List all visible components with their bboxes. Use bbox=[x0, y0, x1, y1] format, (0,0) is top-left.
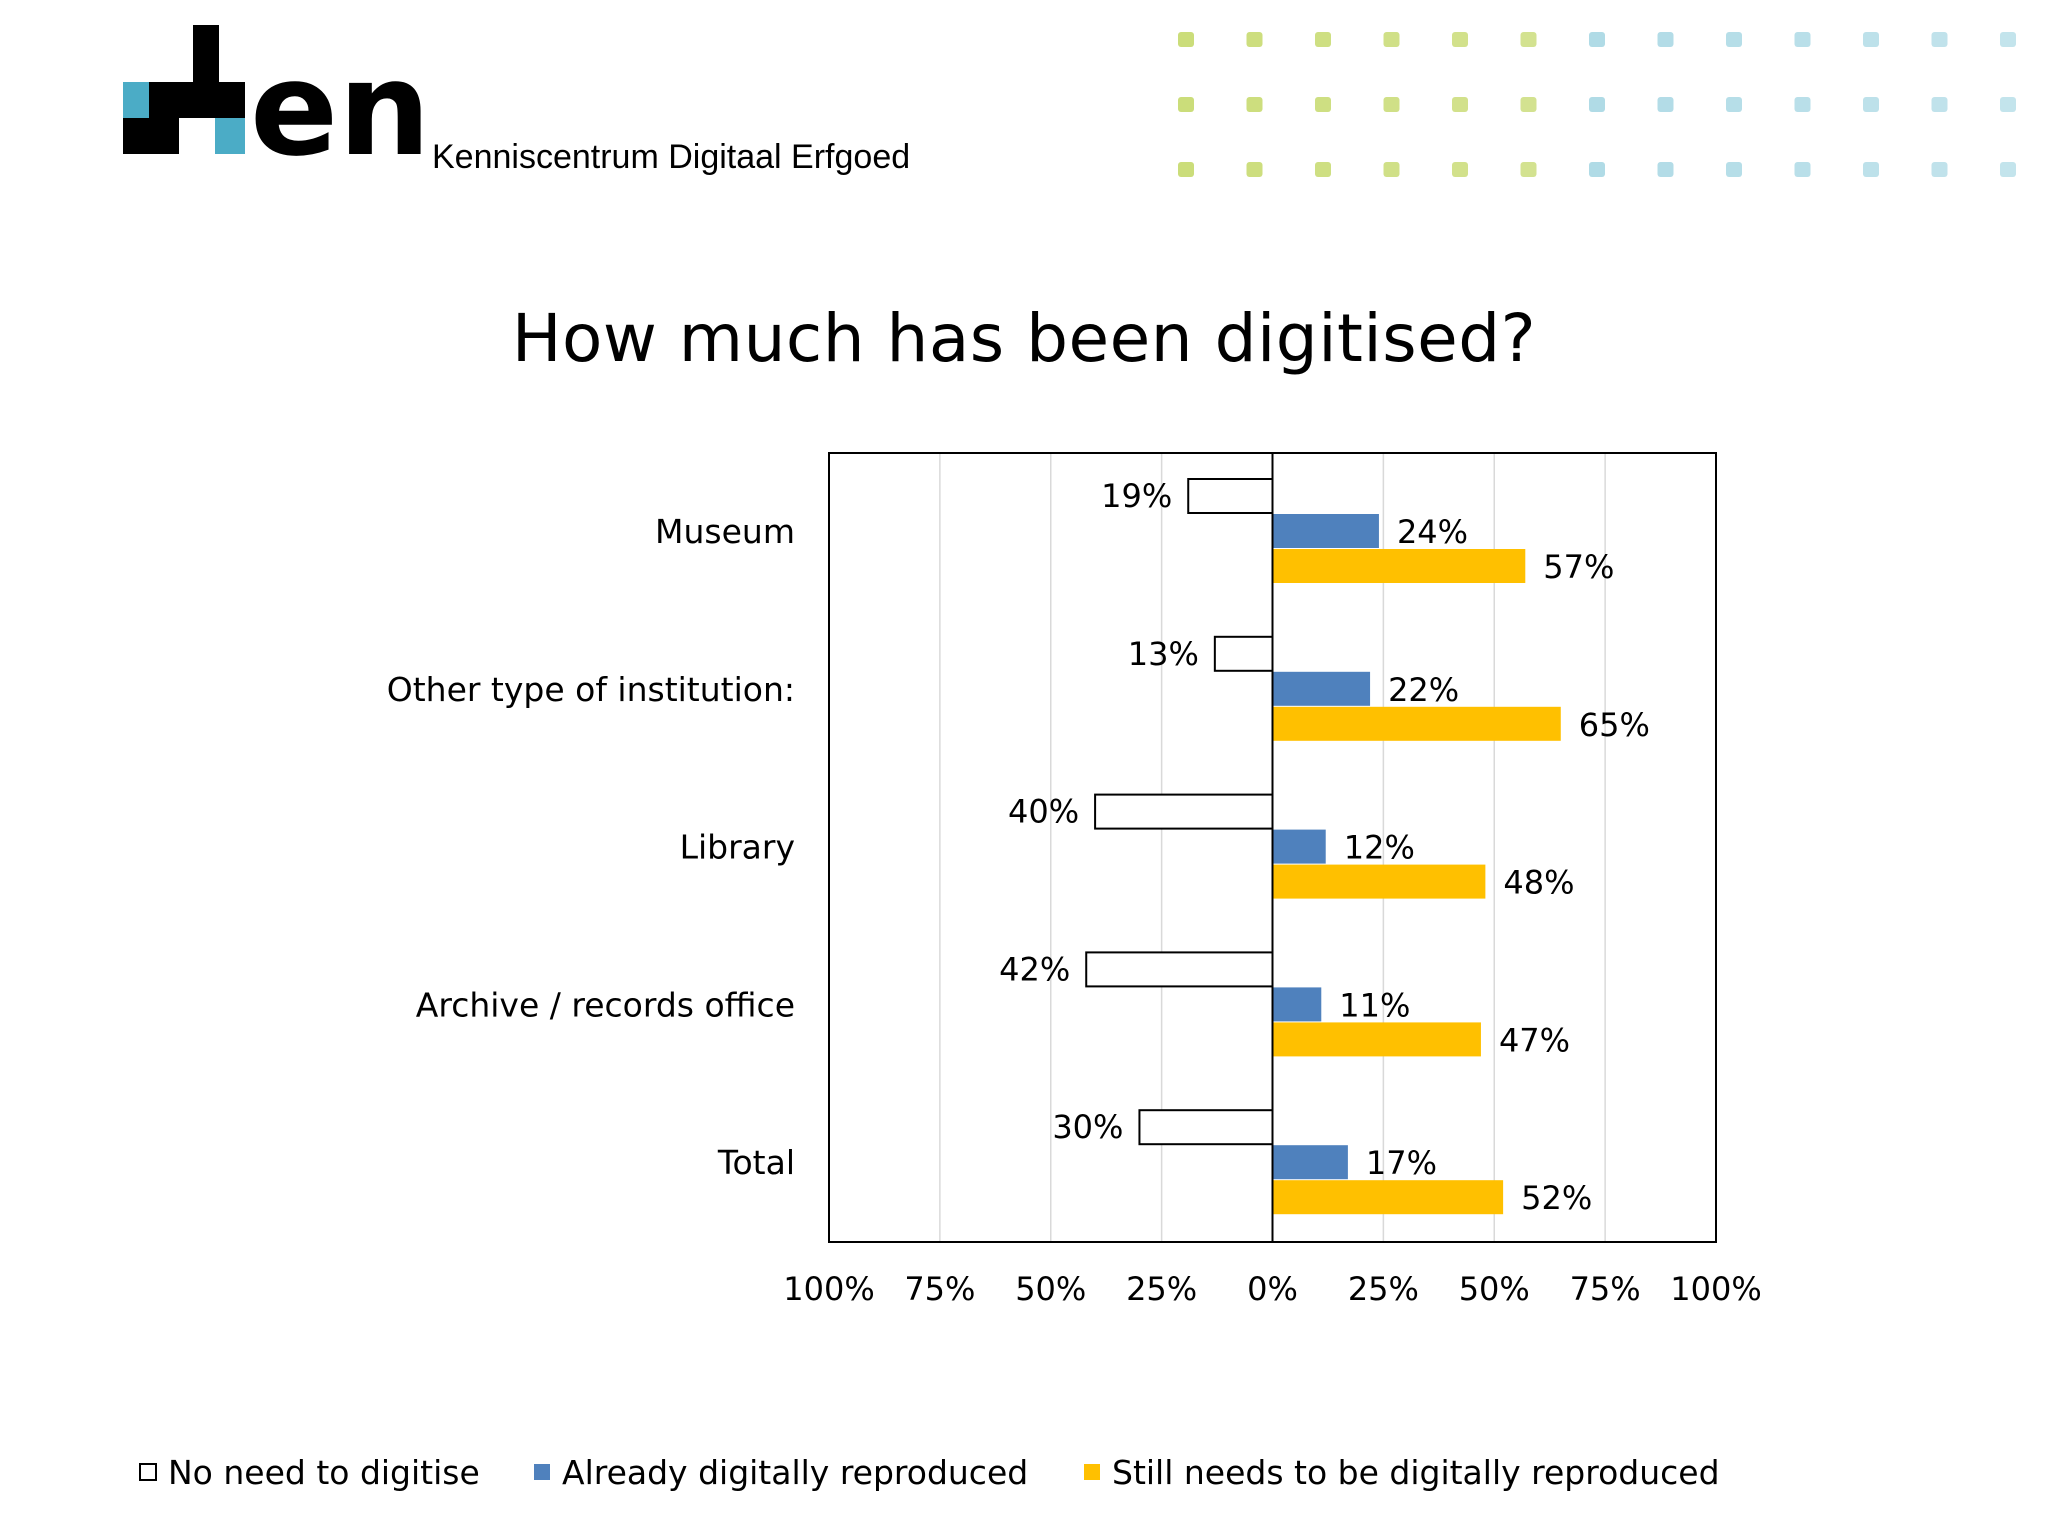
data-label: 30% bbox=[1052, 1108, 1123, 1146]
data-label: 47% bbox=[1499, 1021, 1570, 1059]
x-tick-label: 50% bbox=[1459, 1270, 1530, 1308]
bar-still-needs bbox=[1272, 706, 1561, 741]
x-tick-label: 25% bbox=[1126, 1270, 1197, 1308]
data-label: 52% bbox=[1521, 1179, 1592, 1217]
chart-title: How much has been digitised? bbox=[511, 300, 1537, 377]
decorative-dot bbox=[1726, 32, 1742, 47]
bar-chart: Museum 19% 24% 57% Other type of institution… bbox=[387, 452, 1762, 1308]
data-label: 19% bbox=[1101, 477, 1172, 515]
category-label: Archive / records office bbox=[416, 985, 795, 1024]
decorative-dot bbox=[1794, 97, 1811, 112]
decorative-dot bbox=[1863, 32, 1879, 47]
decorative-dot bbox=[1178, 32, 1194, 47]
decorative-dot bbox=[1589, 162, 1605, 177]
logo-wordmark: en bbox=[250, 33, 431, 185]
data-label: 57% bbox=[1543, 548, 1614, 586]
chart-legend: No need to digitise Already digitally rep… bbox=[139, 1453, 1720, 1492]
decorative-dot bbox=[1657, 32, 1674, 47]
decorative-dot bbox=[1794, 162, 1811, 177]
bar-already-reproduced bbox=[1272, 829, 1326, 864]
x-tick-label: 25% bbox=[1348, 1270, 1419, 1308]
decorative-dot bbox=[2000, 97, 2016, 112]
category-label: Library bbox=[680, 828, 795, 867]
decorative-dot bbox=[1863, 162, 1879, 177]
data-label: 12% bbox=[1344, 829, 1415, 867]
data-label: 24% bbox=[1397, 513, 1468, 551]
decorative-dot bbox=[1931, 97, 1948, 112]
legend-swatch bbox=[534, 1464, 550, 1480]
x-tick-label: 50% bbox=[1015, 1270, 1086, 1308]
bar-still-needs bbox=[1272, 549, 1526, 583]
decorative-dot bbox=[1246, 97, 1263, 112]
data-label: 22% bbox=[1388, 671, 1459, 709]
legend-swatch bbox=[139, 1463, 157, 1481]
category-label: Total bbox=[717, 1143, 795, 1182]
decorative-dot bbox=[1520, 32, 1537, 47]
decorative-dot bbox=[1657, 97, 1674, 112]
decorative-dot bbox=[2000, 162, 2016, 177]
decorative-dot bbox=[1589, 97, 1605, 112]
category-label: Museum bbox=[655, 512, 795, 551]
bar-already-reproduced bbox=[1272, 987, 1322, 1022]
logo-letter-d bbox=[123, 25, 245, 154]
bar-already-reproduced bbox=[1272, 671, 1371, 706]
x-tick-label: 100% bbox=[783, 1270, 874, 1308]
bar-no-need bbox=[1187, 478, 1274, 514]
decorative-dot bbox=[1315, 32, 1331, 47]
decorative-dot bbox=[1246, 32, 1263, 47]
logo-subtitle: Kenniscentrum Digitaal Erfgoed bbox=[432, 138, 910, 176]
data-label: 40% bbox=[1008, 793, 1079, 831]
bar-still-needs bbox=[1272, 1180, 1504, 1215]
decorative-dot bbox=[1452, 97, 1468, 112]
category-label: Other type of institution: bbox=[387, 670, 795, 709]
decorative-dot-grid bbox=[1178, 32, 2016, 177]
x-tick-label: 75% bbox=[904, 1270, 975, 1308]
x-tick-label: 0% bbox=[1247, 1270, 1298, 1308]
decorative-dot bbox=[1383, 97, 1400, 112]
legend-swatch bbox=[1084, 1464, 1100, 1480]
decorative-dot bbox=[1178, 97, 1194, 112]
decorative-dot bbox=[1863, 97, 1879, 112]
bar-still-needs bbox=[1272, 864, 1486, 899]
den-logo: en Kenniscentrum Digitaal Erfgoed bbox=[123, 25, 910, 185]
data-label: 17% bbox=[1366, 1144, 1437, 1182]
x-tick-label: 100% bbox=[1670, 1270, 1761, 1308]
bar-no-need bbox=[1085, 951, 1274, 988]
decorative-dot bbox=[1520, 162, 1537, 177]
decorative-dot bbox=[1452, 32, 1468, 47]
bar-no-need bbox=[1213, 635, 1274, 672]
legend-label: Already digitally reproduced bbox=[562, 1453, 1028, 1492]
decorative-dot bbox=[1315, 162, 1331, 177]
decorative-dot bbox=[1246, 162, 1263, 177]
decorative-dot bbox=[1452, 162, 1468, 177]
data-label: 42% bbox=[999, 950, 1070, 988]
decorative-dot bbox=[1315, 97, 1331, 112]
decorative-dot bbox=[1726, 162, 1742, 177]
decorative-dot bbox=[1589, 32, 1605, 47]
decorative-dot bbox=[1383, 162, 1400, 177]
bar-already-reproduced bbox=[1272, 514, 1379, 548]
decorative-dot bbox=[1383, 32, 1400, 47]
bar-no-need bbox=[1138, 1109, 1274, 1146]
decorative-dot bbox=[1657, 162, 1674, 177]
bar-already-reproduced bbox=[1272, 1145, 1348, 1180]
decorative-dot bbox=[2000, 32, 2016, 47]
bar-no-need bbox=[1094, 793, 1274, 830]
decorative-dot bbox=[1520, 97, 1537, 112]
decorative-dot bbox=[1931, 162, 1948, 177]
decorative-dot bbox=[1931, 32, 1948, 47]
data-label: 48% bbox=[1503, 864, 1574, 902]
data-label: 65% bbox=[1579, 706, 1650, 744]
decorative-dot bbox=[1794, 32, 1811, 47]
decorative-dot bbox=[1178, 162, 1194, 177]
data-label: 11% bbox=[1339, 986, 1410, 1024]
data-label: 13% bbox=[1128, 635, 1199, 673]
x-tick-label: 75% bbox=[1570, 1270, 1641, 1308]
decorative-dot bbox=[1726, 97, 1742, 112]
bar-still-needs bbox=[1272, 1022, 1481, 1057]
legend-label: No need to digitise bbox=[168, 1453, 480, 1492]
legend-label: Still needs to be digitally reproduced bbox=[1112, 1453, 1720, 1492]
